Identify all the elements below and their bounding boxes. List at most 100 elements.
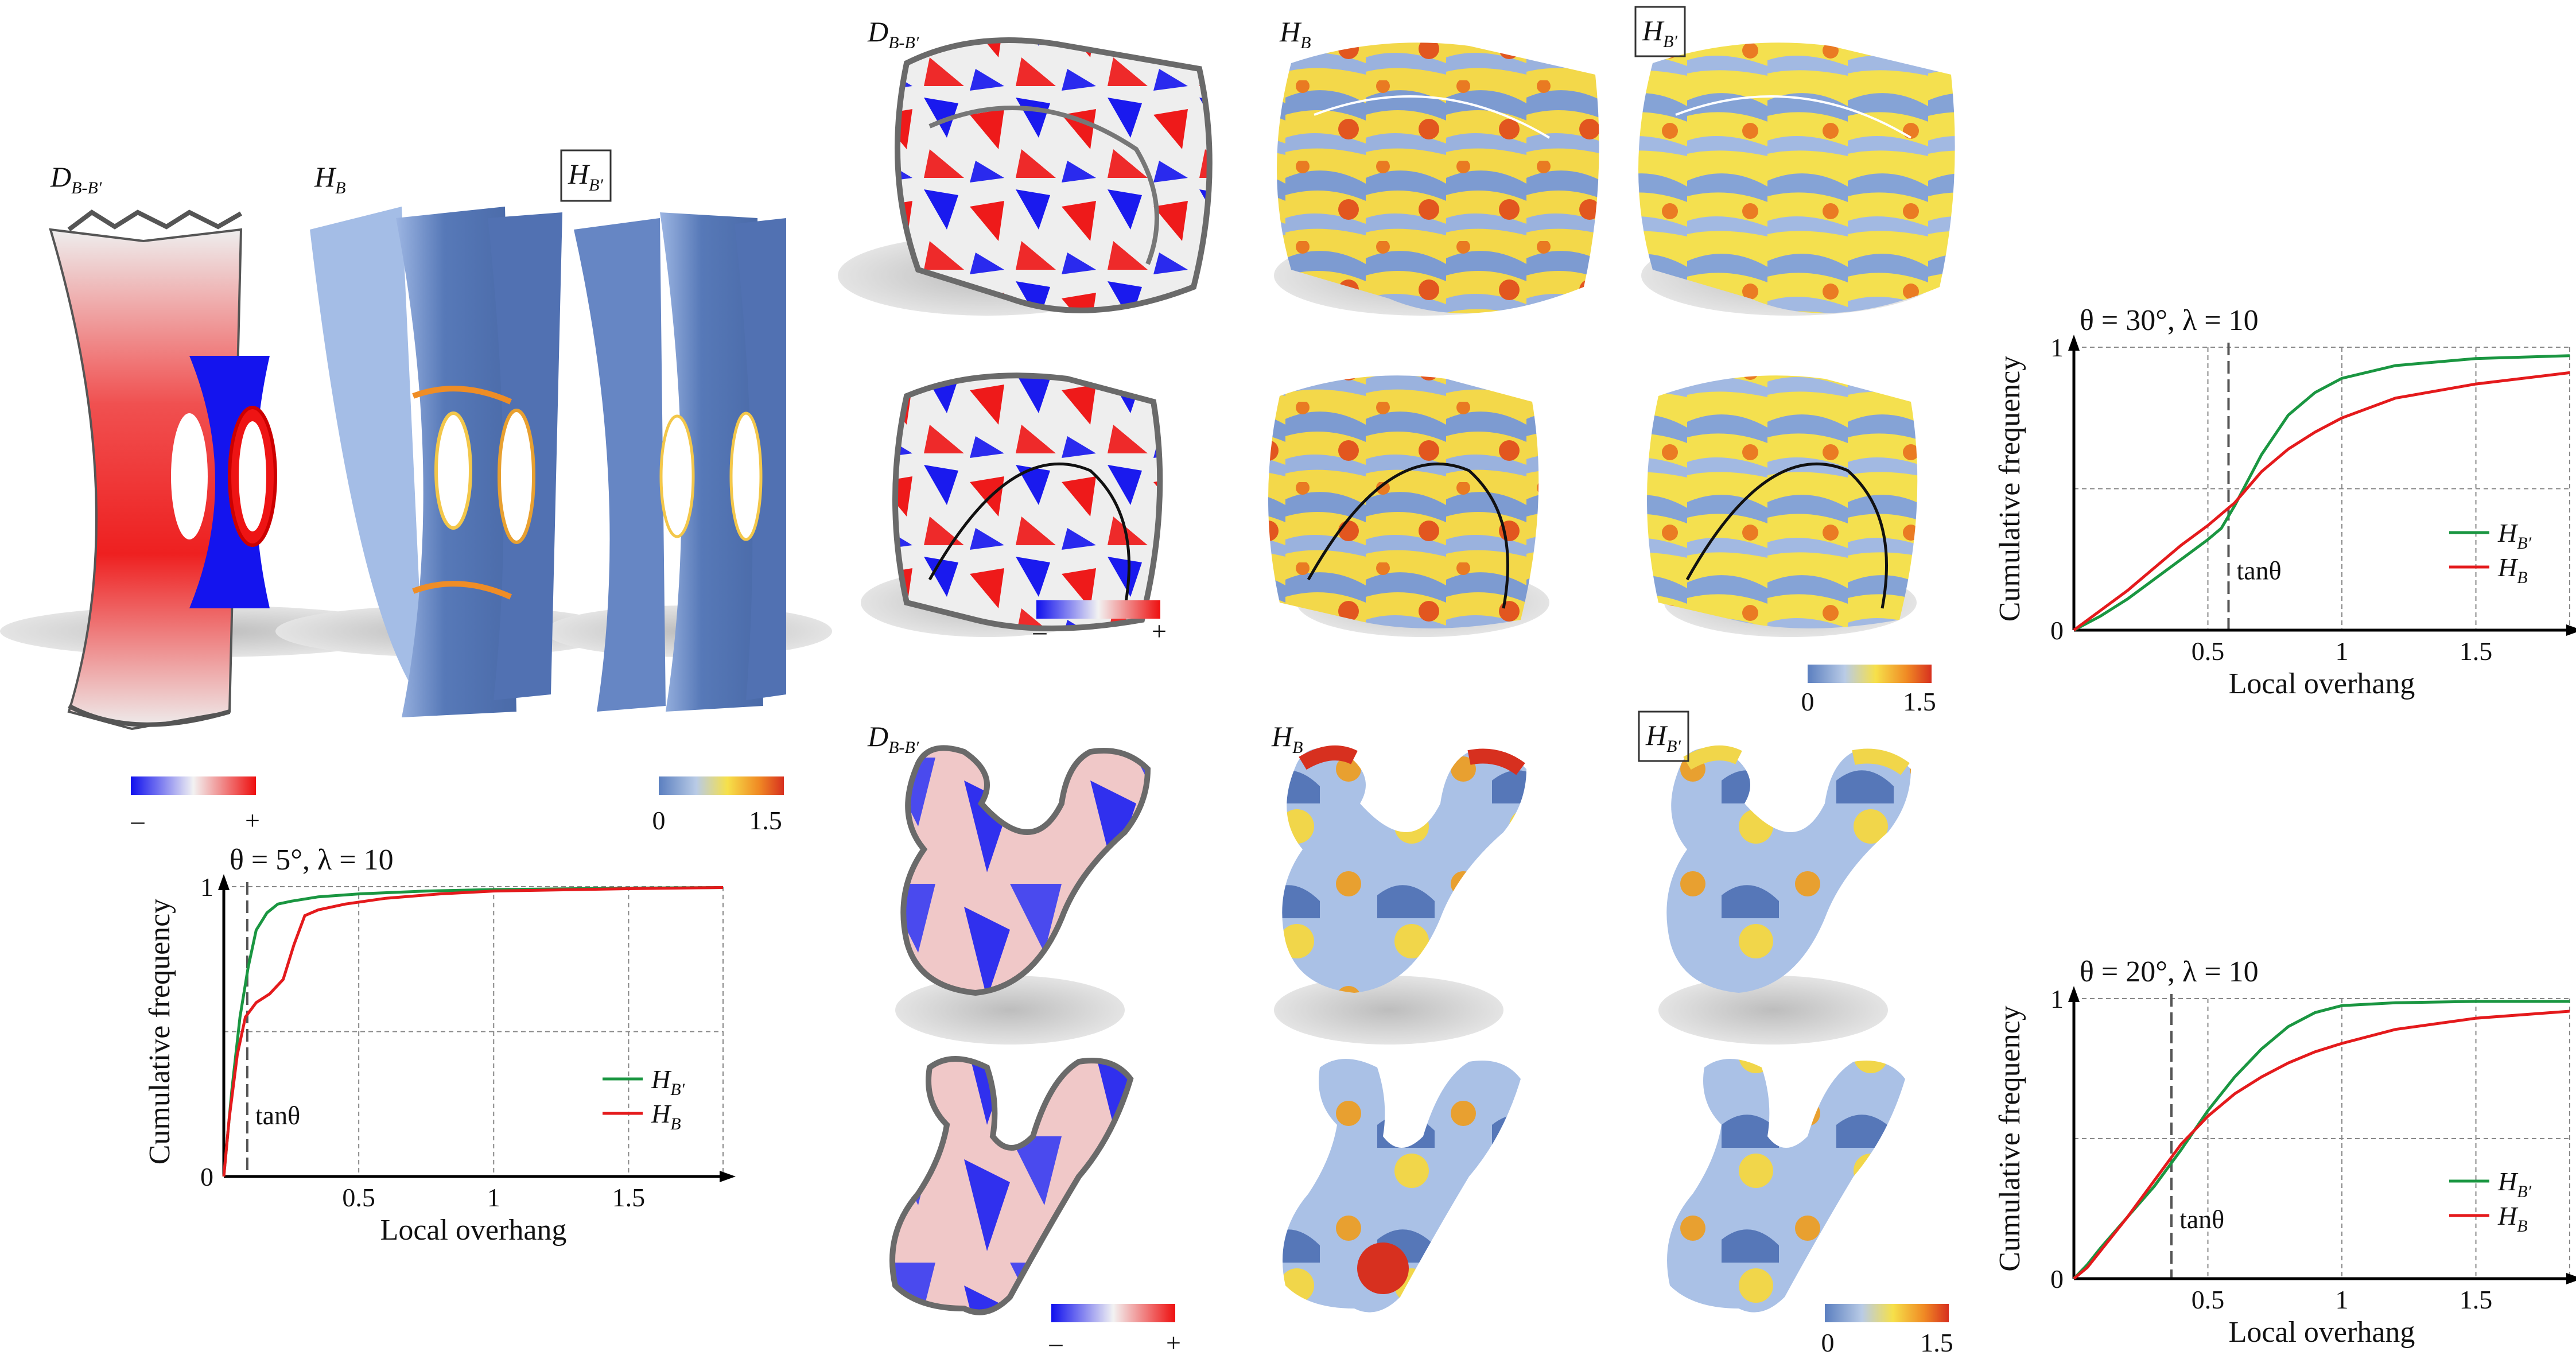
vpart-hb-1 (1282, 748, 1526, 993)
colorbar-diff-gyroid-max: + (1152, 616, 1167, 646)
colorbar-diff-vpart (1051, 1304, 1175, 1322)
label-hb-vpart: HB (1271, 720, 1303, 757)
shadow-vpart-1 (895, 976, 1125, 1045)
vpart-hb-2-hotspot (1357, 1242, 1409, 1294)
x-tick-label-0: 0.5 (2192, 1285, 2225, 1314)
series-line-0 (2073, 354, 2570, 632)
label-box-hbp-vpart (1638, 710, 1689, 762)
gyroid-hbp-2-curve (1685, 462, 1888, 609)
barrel-hb (310, 207, 562, 717)
series-line-1 (2073, 371, 2570, 632)
panel-vpart: DB-B′ HB HB′ – + 0 1.5 (867, 710, 1953, 1357)
gyroid-hb-2-curve (1307, 462, 1509, 609)
colorbar-diff-left-max: + (245, 806, 260, 835)
gyroid-hbp-1-edge (1675, 95, 1912, 139)
gyroid-hb-2 (1268, 375, 1539, 628)
y-axis-arrow (218, 874, 230, 890)
series-line-1 (2073, 1009, 2570, 1280)
gyroid-diff-2-curve (928, 462, 1130, 609)
gyroid-hbp-2 (1647, 375, 1918, 628)
colorbar-h-gyroid-max: 1.5 (1903, 687, 1936, 716)
y-axis-arrow (2068, 986, 2080, 1002)
y-axis-arrow (2068, 335, 2080, 351)
chart-title: θ = 5°, λ = 10 (230, 844, 394, 876)
colorbar-diff-left-min: – (131, 806, 145, 835)
legend-label-1: HB (2497, 553, 2528, 587)
label-d-left: DB-B′ (50, 161, 102, 197)
chart-title: θ = 30°, λ = 10 (2080, 304, 2259, 337)
colorbar-diff-vpart-min: – (1049, 1328, 1063, 1357)
gyroid-hbp-1 (1638, 42, 1955, 313)
label-hb-left: HB (314, 161, 345, 197)
x-tick-label-1: 1 (2336, 636, 2349, 666)
colorbar-h-gyroid (1808, 665, 1932, 683)
colorbar-diff-gyroid-min: – (1033, 616, 1047, 646)
chart-title: θ = 20°, λ = 10 (2080, 956, 2259, 988)
y-axis-label: Cumulative frequency (1994, 356, 2026, 622)
vpart-hb-2 (1283, 1059, 1521, 1313)
label-hb-gyroid: HB (1279, 15, 1311, 52)
legend-label-1: HB (2497, 1201, 2528, 1236)
x-tick-label-2: 1.5 (2460, 1285, 2493, 1314)
y-tick-label-1: 1 (200, 872, 213, 902)
tan-label: tanθ (255, 1101, 300, 1130)
y-axis-label: Cumulative frequency (143, 899, 176, 1165)
vpart-hbp-1-rim2 (1852, 748, 1910, 775)
vpart-diff-2 (889, 1056, 1134, 1315)
x-tick-label-1: 1 (2336, 1285, 2349, 1314)
x-tick-label-2: 1.5 (2460, 636, 2493, 666)
panel-left-structures: DB-B′ HB HB′ – + 0 1.5 (0, 149, 832, 835)
vpart-hbp-1 (1666, 748, 1911, 993)
y-axis-label: Cumulative frequency (1994, 1005, 2026, 1272)
series-line-0 (222, 886, 724, 1177)
barrel-hbp (574, 212, 786, 712)
legend-label-0: HB′ (651, 1065, 685, 1099)
legend-label-0: HB′ (2497, 518, 2532, 553)
legend-label-0: HB′ (2497, 1167, 2532, 1201)
x-axis-arrow (2566, 1273, 2576, 1284)
label-hbp-vpart: HB′ (1645, 719, 1681, 756)
series-line-0 (2073, 1000, 2570, 1280)
colorbar-h-left (659, 776, 784, 795)
x-axis-label: Local overhang (2229, 667, 2415, 700)
tan-label: tanθ (2236, 556, 2281, 585)
colorbar-diff-gyroid (1036, 600, 1160, 619)
label-box-hbp-gyroid (1634, 6, 1686, 57)
series-line-1 (222, 886, 724, 1177)
colorbar-h-vpart-min: 0 (1821, 1328, 1835, 1357)
gyroid-hb-1 (1277, 42, 1599, 313)
tan-label: tanθ (2179, 1205, 2224, 1234)
x-tick-label-0: 0.5 (342, 1183, 375, 1212)
vpart-hb-1-rim2 (1467, 748, 1525, 775)
gyroid-diff-1-edge (928, 106, 1159, 265)
label-hbp-gyroid: HB′ (1642, 14, 1677, 51)
colorbar-diff-vpart-max: + (1166, 1328, 1181, 1357)
gyroid-hb-1-edge (1314, 95, 1551, 139)
colorbar-h-left-min: 0 (652, 806, 666, 835)
y-tick-label-0: 0 (2050, 616, 2064, 645)
x-axis-label: Local overhang (2229, 1316, 2415, 1349)
shadow-vpart-2 (1274, 976, 1503, 1045)
y-tick-label-0: 0 (200, 1162, 213, 1191)
colorbar-h-gyroid-min: 0 (1801, 687, 1815, 716)
x-tick-label-1: 1 (487, 1183, 500, 1212)
vpart-hbp-1-rim (1683, 745, 1742, 770)
shadow-vpart-3 (1658, 976, 1888, 1045)
label-box-hbp-left (560, 149, 612, 202)
gyroid-diff-1 (895, 37, 1213, 313)
colorbar-h-vpart (1825, 1304, 1949, 1322)
label-d-vpart: DB-B′ (867, 720, 919, 757)
y-tick-label-1: 1 (2050, 984, 2064, 1014)
gyroid-diff-2 (892, 372, 1163, 631)
y-tick-label-0: 0 (2050, 1264, 2064, 1294)
x-axis-label: Local overhang (380, 1214, 567, 1247)
x-axis-arrow (720, 1171, 736, 1182)
colorbar-diff-left (131, 776, 256, 795)
x-tick-label-2: 1.5 (612, 1183, 646, 1212)
vpart-hbp-2 (1667, 1059, 1905, 1313)
vpart-diff-1 (900, 745, 1151, 996)
